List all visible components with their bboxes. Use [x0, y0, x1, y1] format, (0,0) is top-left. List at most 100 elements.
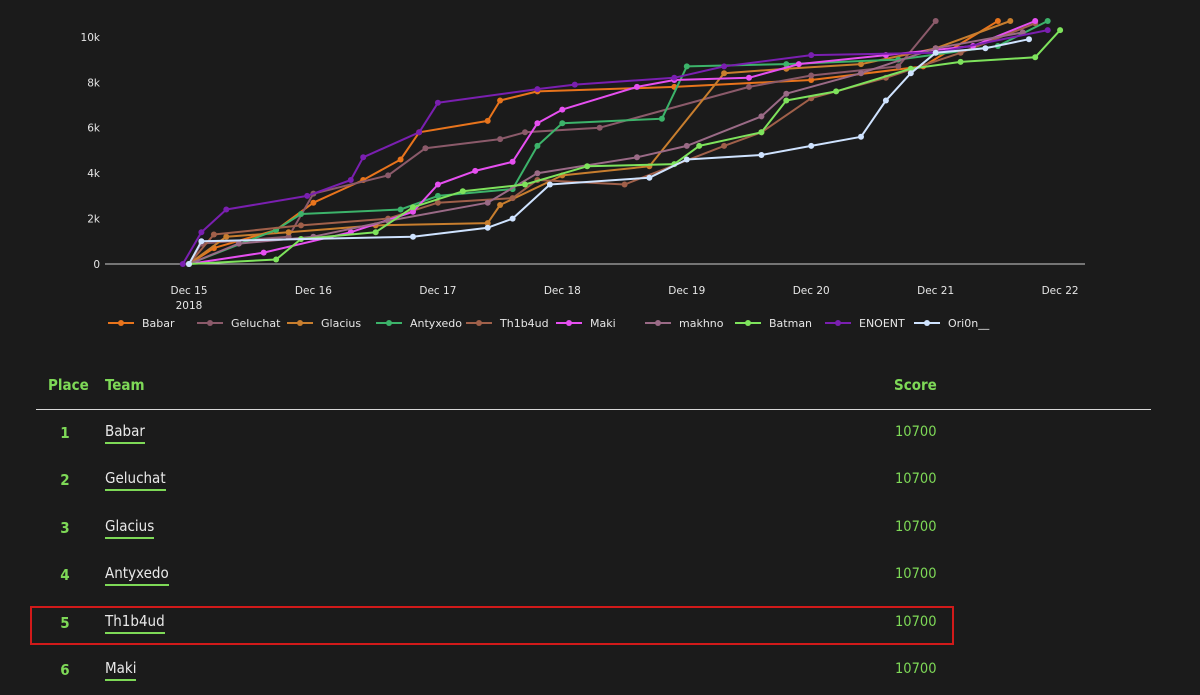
data-point[interactable]: [559, 120, 566, 127]
data-point[interactable]: [304, 192, 311, 199]
data-point[interactable]: [895, 63, 902, 70]
data-point[interactable]: [484, 224, 491, 231]
data-point[interactable]: [584, 163, 591, 170]
data-point[interactable]: [696, 142, 703, 149]
data-point[interactable]: [858, 133, 864, 140]
data-point[interactable]: [1026, 36, 1032, 43]
data-point[interactable]: [1044, 18, 1051, 24]
data-point[interactable]: [534, 86, 541, 93]
team-link[interactable]: Maki: [105, 660, 137, 681]
data-point[interactable]: [646, 174, 653, 181]
data-point[interactable]: [758, 129, 765, 136]
data-point[interactable]: [223, 233, 230, 240]
data-point[interactable]: [683, 63, 690, 70]
data-point[interactable]: [1044, 27, 1051, 34]
data-point[interactable]: [932, 49, 939, 56]
legend-item[interactable]: Ori0n__: [914, 317, 990, 330]
data-point[interactable]: [434, 99, 441, 106]
data-point[interactable]: [522, 129, 528, 136]
data-point[interactable]: [721, 70, 728, 77]
data-point[interactable]: [410, 204, 416, 211]
data-point[interactable]: [683, 142, 690, 149]
data-point[interactable]: [385, 172, 392, 179]
data-point[interactable]: [758, 113, 765, 120]
data-point[interactable]: [559, 106, 566, 113]
data-point[interactable]: [932, 45, 939, 52]
data-point[interactable]: [422, 145, 429, 152]
data-point[interactable]: [484, 220, 491, 227]
legend-item[interactable]: Antyxedo: [376, 317, 462, 330]
data-point[interactable]: [982, 45, 989, 52]
legend-item[interactable]: Th1b4ud: [466, 317, 549, 330]
data-point[interactable]: [459, 188, 466, 195]
data-point[interactable]: [932, 18, 939, 24]
team-link[interactable]: Geluchat: [105, 470, 166, 491]
team-link[interactable]: Glacius: [105, 518, 155, 539]
data-point[interactable]: [410, 208, 416, 215]
data-point[interactable]: [746, 74, 752, 81]
legend-item[interactable]: Maki: [556, 317, 616, 330]
team-link[interactable]: Antyxedo: [105, 565, 169, 586]
data-point[interactable]: [509, 158, 516, 165]
data-point[interactable]: [372, 229, 379, 236]
data-point[interactable]: [497, 97, 504, 104]
data-point[interactable]: [571, 81, 578, 88]
data-point[interactable]: [434, 181, 441, 188]
data-point[interactable]: [210, 231, 217, 238]
data-point[interactable]: [658, 115, 665, 122]
legend-item[interactable]: Batman: [735, 317, 812, 330]
data-point[interactable]: [434, 192, 441, 199]
data-point[interactable]: [683, 156, 690, 163]
data-point[interactable]: [484, 117, 491, 124]
data-point[interactable]: [397, 156, 404, 163]
data-point[interactable]: [907, 70, 914, 77]
data-point[interactable]: [808, 142, 815, 149]
data-point[interactable]: [509, 215, 516, 222]
data-point[interactable]: [186, 261, 192, 267]
series-ori0n-[interactable]: [186, 36, 1032, 267]
data-point[interactable]: [596, 124, 603, 131]
data-point[interactable]: [198, 238, 205, 245]
data-point[interactable]: [534, 142, 541, 149]
data-point[interactable]: [298, 222, 304, 229]
data-point[interactable]: [235, 240, 242, 247]
data-point[interactable]: [634, 83, 640, 90]
data-point[interactable]: [484, 199, 491, 206]
data-point[interactable]: [397, 206, 404, 213]
legend-item[interactable]: ENOENT: [825, 317, 905, 330]
data-point[interactable]: [721, 142, 728, 149]
data-point[interactable]: [994, 18, 1001, 24]
data-point[interactable]: [758, 152, 765, 158]
place-header[interactable]: Place: [48, 376, 89, 394]
data-point[interactable]: [310, 199, 317, 206]
data-point[interactable]: [298, 211, 304, 217]
team-header[interactable]: Team: [105, 376, 145, 394]
data-point[interactable]: [858, 70, 864, 77]
data-point[interactable]: [179, 261, 186, 267]
data-point[interactable]: [1032, 54, 1039, 61]
data-point[interactable]: [534, 170, 541, 177]
data-point[interactable]: [621, 181, 628, 188]
data-point[interactable]: [808, 52, 815, 59]
data-point[interactable]: [858, 61, 864, 68]
data-point[interactable]: [546, 181, 553, 188]
data-point[interactable]: [416, 129, 423, 136]
score-header[interactable]: Score: [894, 376, 937, 394]
data-point[interactable]: [472, 167, 479, 174]
data-point[interactable]: [721, 63, 728, 70]
data-point[interactable]: [509, 195, 516, 202]
data-point[interactable]: [434, 199, 441, 206]
data-point[interactable]: [783, 97, 790, 104]
data-point[interactable]: [957, 58, 964, 65]
data-point[interactable]: [410, 233, 416, 240]
data-point[interactable]: [808, 77, 815, 83]
legend-item[interactable]: Glacius: [287, 317, 361, 330]
data-point[interactable]: [534, 120, 541, 127]
data-point[interactable]: [522, 181, 528, 188]
data-point[interactable]: [907, 65, 914, 72]
data-point[interactable]: [882, 97, 889, 104]
data-point[interactable]: [285, 229, 292, 236]
data-point[interactable]: [1057, 27, 1064, 34]
legend-item[interactable]: makhno: [645, 317, 724, 330]
data-point[interactable]: [347, 177, 354, 183]
